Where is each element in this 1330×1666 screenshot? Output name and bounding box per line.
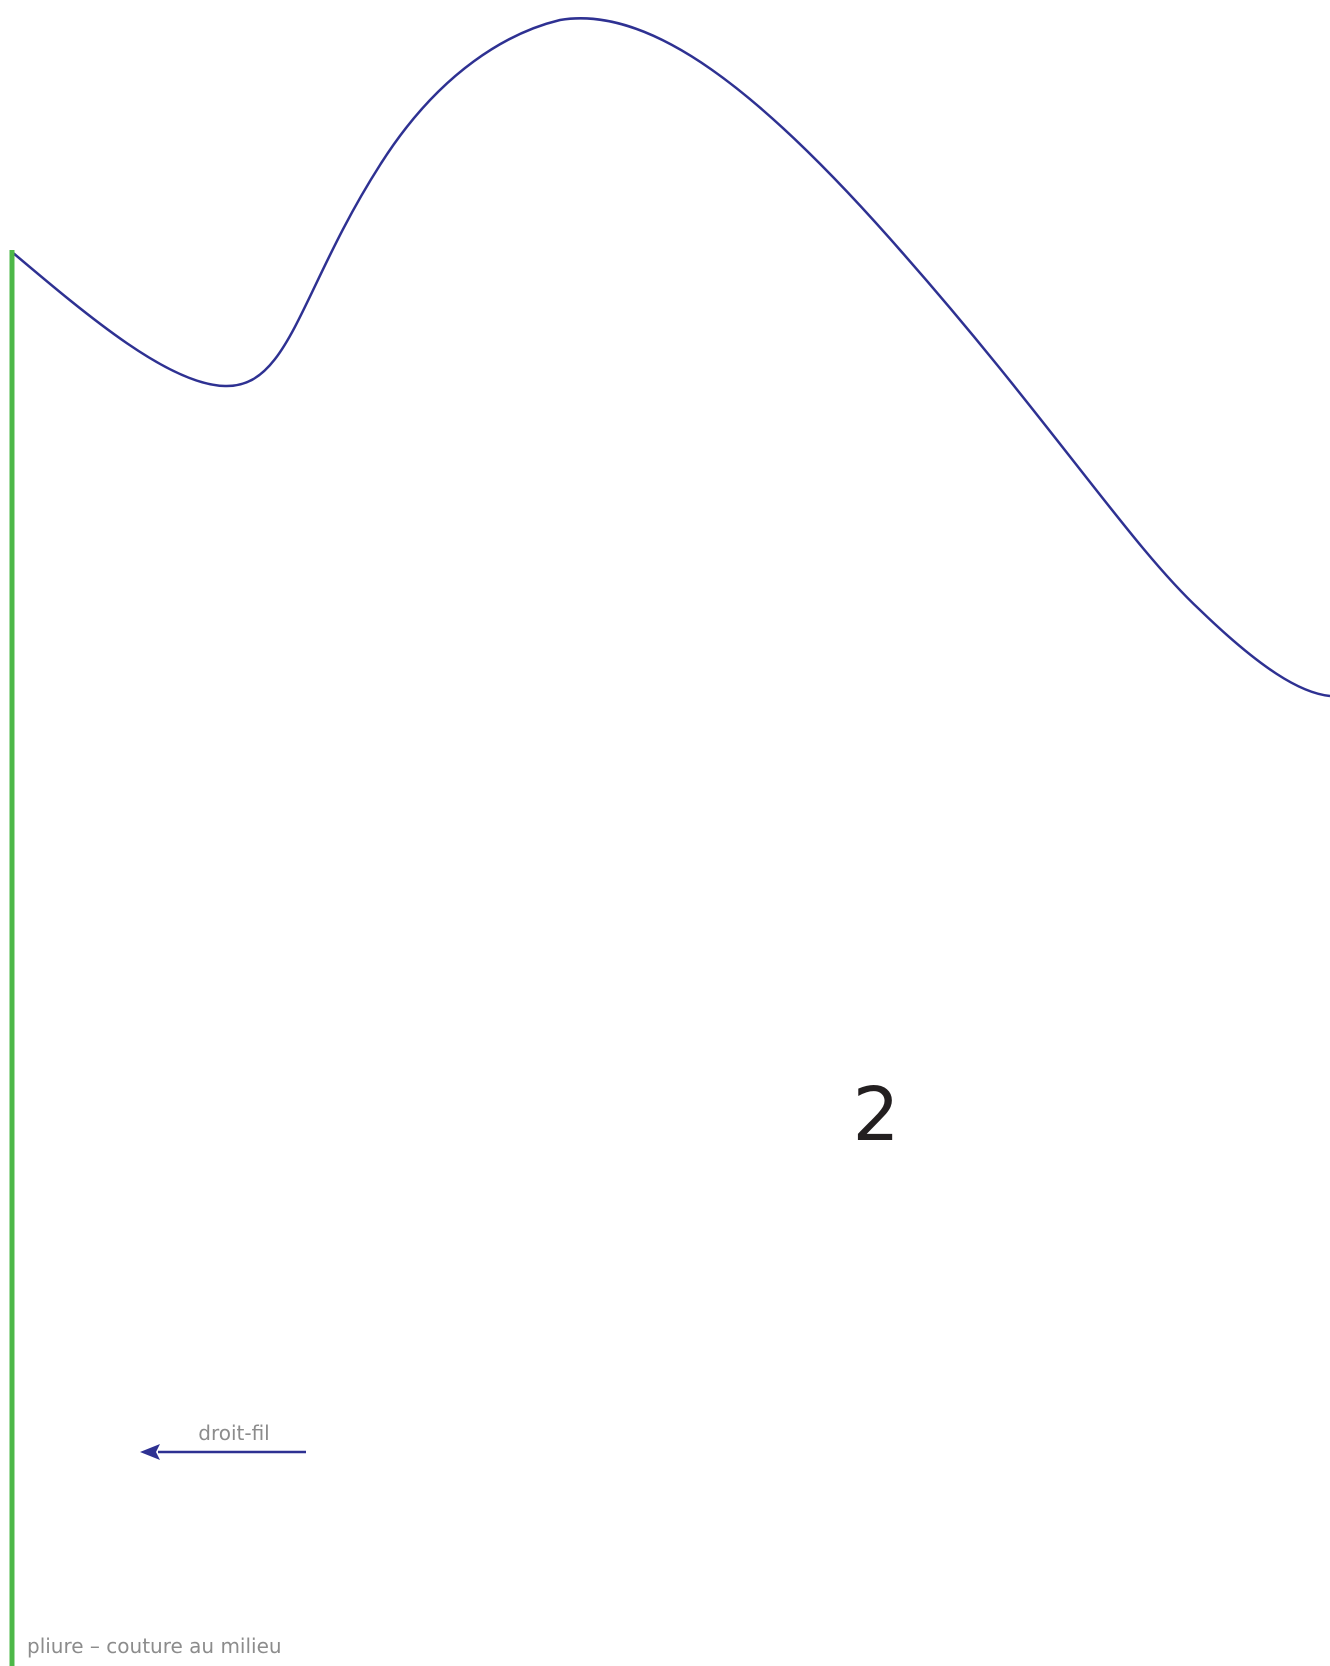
arrow-head-icon bbox=[140, 1444, 160, 1460]
piece-number: 2 bbox=[852, 1072, 899, 1158]
fold-label: pliure – couture au milieu bbox=[27, 1634, 282, 1658]
cut-line bbox=[11, 17, 1330, 698]
grainline-label: droit-fil bbox=[198, 1421, 269, 1445]
grainline-arrow bbox=[140, 1444, 306, 1460]
